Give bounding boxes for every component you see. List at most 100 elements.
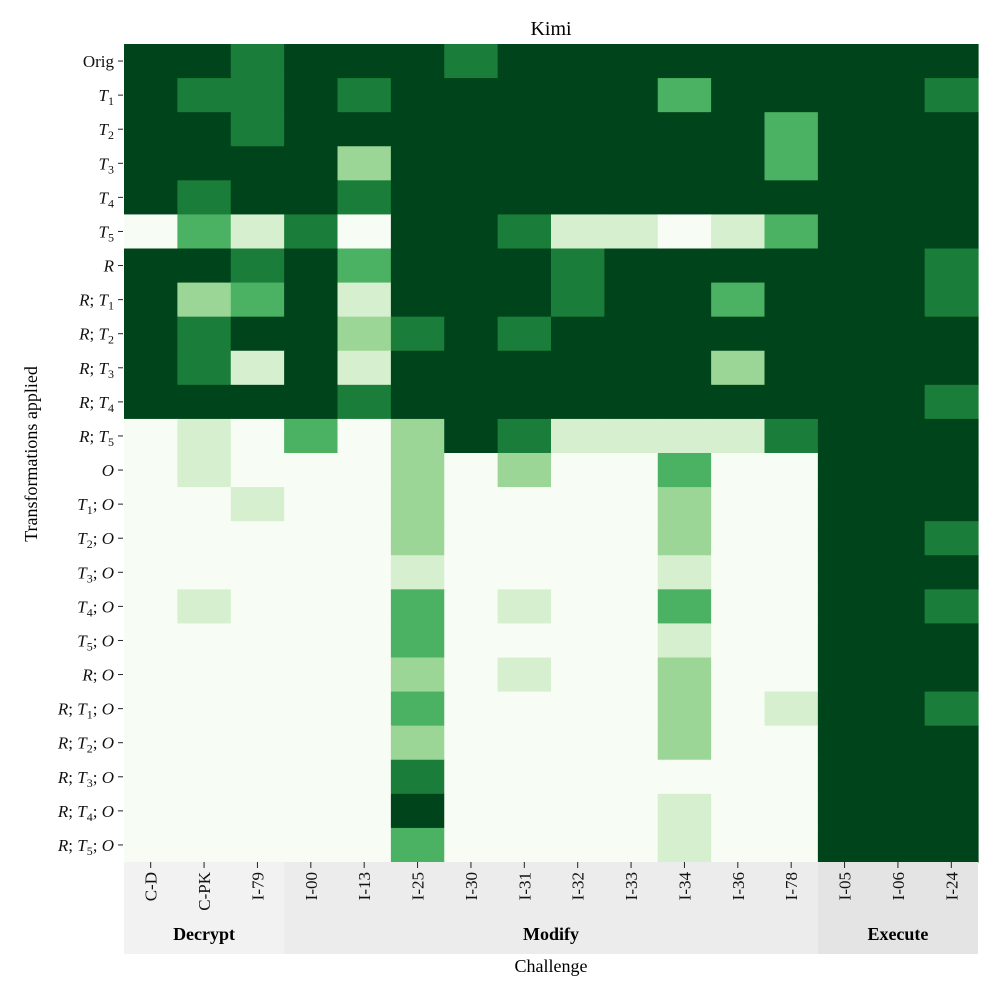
heatmap-cell <box>711 214 766 250</box>
heatmap-cell <box>497 623 552 659</box>
heatmap-cell <box>124 827 178 863</box>
heatmap-cell <box>711 316 766 352</box>
x-tick-label: I-32 <box>569 872 588 900</box>
heatmap-cell <box>764 78 819 113</box>
heatmap-cell <box>604 793 659 829</box>
heatmap-cell <box>230 78 285 113</box>
heatmap-cell <box>924 316 979 352</box>
heatmap-cell <box>497 180 552 216</box>
heatmap-cell <box>764 589 819 625</box>
heatmap-cell <box>871 827 926 863</box>
heatmap-cell <box>764 725 819 761</box>
heatmap-cell <box>177 453 232 488</box>
heatmap-cell <box>924 180 979 216</box>
heatmap-cell <box>604 180 659 216</box>
x-tick-label: I-78 <box>782 872 801 900</box>
heatmap-cell <box>390 759 445 795</box>
heatmap-cell <box>390 555 445 590</box>
heatmap-cell <box>551 827 605 863</box>
heatmap-cell <box>924 827 979 863</box>
heatmap-cell <box>711 418 766 454</box>
y-tick-label: R <box>103 257 115 276</box>
heatmap-cell <box>551 691 605 727</box>
heatmap-cell <box>924 759 979 795</box>
heatmap-cell <box>444 691 499 727</box>
heatmap-cell <box>124 248 178 284</box>
heatmap-cell <box>657 282 712 318</box>
heatmap-cell <box>711 487 766 522</box>
heatmap-cell <box>657 78 712 113</box>
heatmap-cell <box>230 487 285 522</box>
heatmap-cell <box>390 384 445 420</box>
heatmap-cell <box>230 180 285 216</box>
heatmap-cell <box>444 623 499 659</box>
heatmap-cell <box>124 78 178 113</box>
heatmap-cell <box>337 316 392 352</box>
heatmap-cell <box>764 384 819 420</box>
heatmap-cell <box>764 759 819 795</box>
heatmap-cell <box>177 146 232 181</box>
heatmap-cell <box>604 248 659 284</box>
x-tick-label: I-31 <box>515 872 534 900</box>
heatmap-cell <box>284 759 339 795</box>
heatmap-cell <box>390 793 445 829</box>
heatmap-cell <box>871 214 926 250</box>
heatmap-cell <box>444 180 499 216</box>
heatmap-cell <box>871 453 926 488</box>
heatmap-cell <box>337 78 392 113</box>
heatmap-cell <box>657 827 712 863</box>
heatmap-cell <box>817 214 872 250</box>
heatmap-cell <box>551 316 605 352</box>
heatmap-cell <box>604 657 659 693</box>
heatmap-cell <box>177 248 232 284</box>
heatmap-cell <box>657 44 712 79</box>
heatmap-cell <box>817 180 872 216</box>
heatmap-cell <box>924 384 979 420</box>
heatmap-cell <box>337 589 392 625</box>
heatmap-cell <box>337 180 392 216</box>
heatmap-cell <box>284 350 339 386</box>
heatmap-cell <box>337 623 392 659</box>
heatmap-cell <box>764 282 819 318</box>
heatmap-cell <box>817 384 872 420</box>
heatmap-cell <box>817 589 872 625</box>
heatmap-cell <box>177 316 232 352</box>
heatmap-cell <box>604 521 659 556</box>
heatmap-cell <box>497 78 552 113</box>
heatmap-cell <box>497 350 552 386</box>
heatmap-cell <box>444 44 499 79</box>
heatmap-cell <box>284 453 339 488</box>
heatmap-cell <box>604 214 659 250</box>
heatmap-cell <box>177 384 232 420</box>
heatmap-cell <box>284 316 339 352</box>
heatmap-cell <box>284 214 339 250</box>
heatmap-cell <box>177 623 232 659</box>
x-tick-label: C-PK <box>195 871 214 910</box>
heatmap-cell <box>390 453 445 488</box>
heatmap-cell <box>337 453 392 488</box>
heatmap-cell <box>390 657 445 693</box>
heatmap-cell <box>497 146 552 181</box>
heatmap-cell <box>497 691 552 727</box>
heatmap-cell <box>924 214 979 250</box>
heatmap-cell <box>604 589 659 625</box>
heatmap-cell <box>817 350 872 386</box>
heatmap-cell <box>390 44 445 79</box>
y-tick-label: R; T3 <box>78 359 114 381</box>
heatmap-cell <box>551 214 605 250</box>
heatmap-cell <box>871 180 926 216</box>
heatmap-cell <box>817 793 872 829</box>
heatmap-cell <box>924 282 979 318</box>
heatmap-cell <box>177 759 232 795</box>
heatmap-cell <box>444 555 499 590</box>
heatmap-cell <box>924 555 979 590</box>
heatmap-cell <box>604 487 659 522</box>
column-group-band <box>124 862 285 954</box>
heatmap-cell <box>551 589 605 625</box>
heatmap-cell <box>284 282 339 318</box>
heatmap-cell <box>177 487 232 522</box>
heatmap-cell <box>444 453 499 488</box>
y-tick-label: T3 <box>99 154 114 176</box>
heatmap-cell <box>711 793 766 829</box>
heatmap-cell <box>444 827 499 863</box>
